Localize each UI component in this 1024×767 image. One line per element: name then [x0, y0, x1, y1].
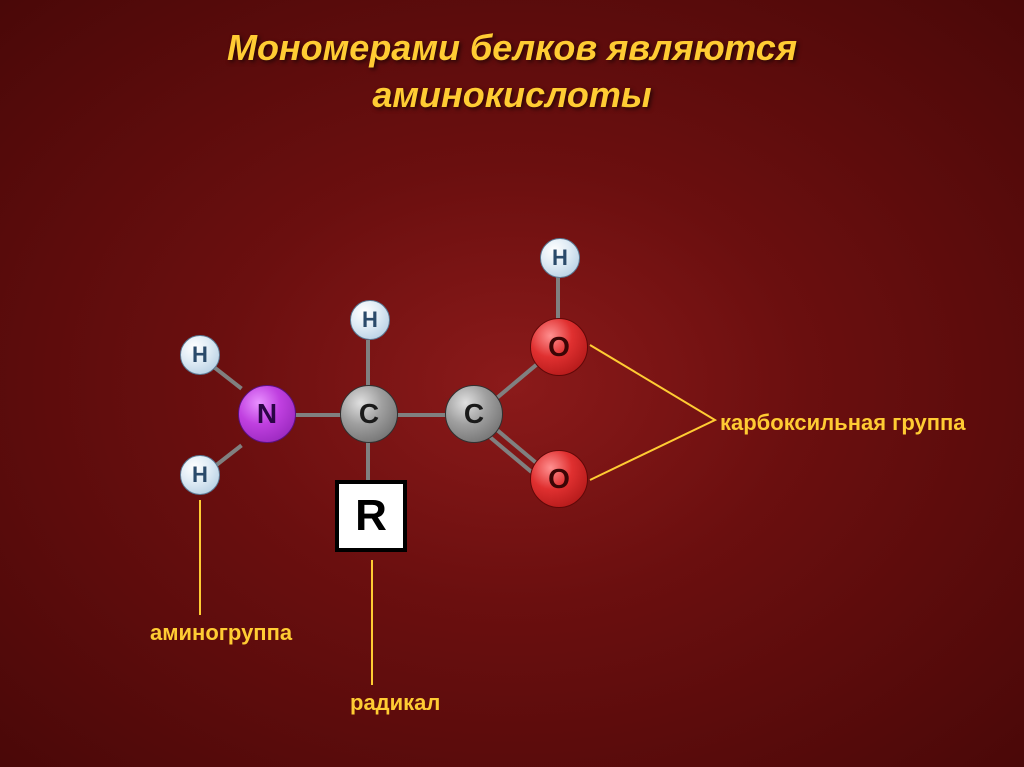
atom-c2: C: [445, 385, 503, 443]
label-radical: радикал: [350, 690, 440, 716]
slide-title: Мономерами белков являются аминокислоты: [0, 0, 1024, 119]
bond-o1-h4: [556, 277, 560, 322]
atom-c1: C: [340, 385, 398, 443]
title-line1: Мономерами белков являются: [0, 25, 1024, 72]
atom-h2-label: H: [192, 462, 208, 488]
atom-h1-label: H: [192, 342, 208, 368]
atom-c1-label: C: [359, 398, 379, 430]
atom-h4: H: [540, 238, 580, 278]
atom-h1: H: [180, 335, 220, 375]
label-amino: аминогруппа: [150, 620, 292, 646]
bond-c2-o2: [490, 428, 536, 467]
bond-c1-h3: [366, 340, 370, 390]
atom-o2: O: [530, 450, 588, 508]
atom-o1: O: [530, 318, 588, 376]
atom-h3-label: H: [362, 307, 378, 333]
label-carboxyl: карбоксильная группа: [720, 410, 966, 436]
atom-h3: H: [350, 300, 390, 340]
atom-h2: H: [180, 455, 220, 495]
atom-r: R: [335, 480, 407, 552]
callout-carboxyl-line: [590, 345, 715, 480]
atom-o1-label: O: [548, 331, 570, 363]
atom-c2-label: C: [464, 398, 484, 430]
bond-c1-c2: [392, 413, 452, 417]
atom-n-label: N: [257, 398, 277, 430]
title-line2: аминокислоты: [0, 72, 1024, 119]
atom-o2-label: O: [548, 463, 570, 495]
atom-h4-label: H: [552, 245, 568, 271]
atom-r-label: R: [355, 491, 387, 541]
atom-n: N: [238, 385, 296, 443]
